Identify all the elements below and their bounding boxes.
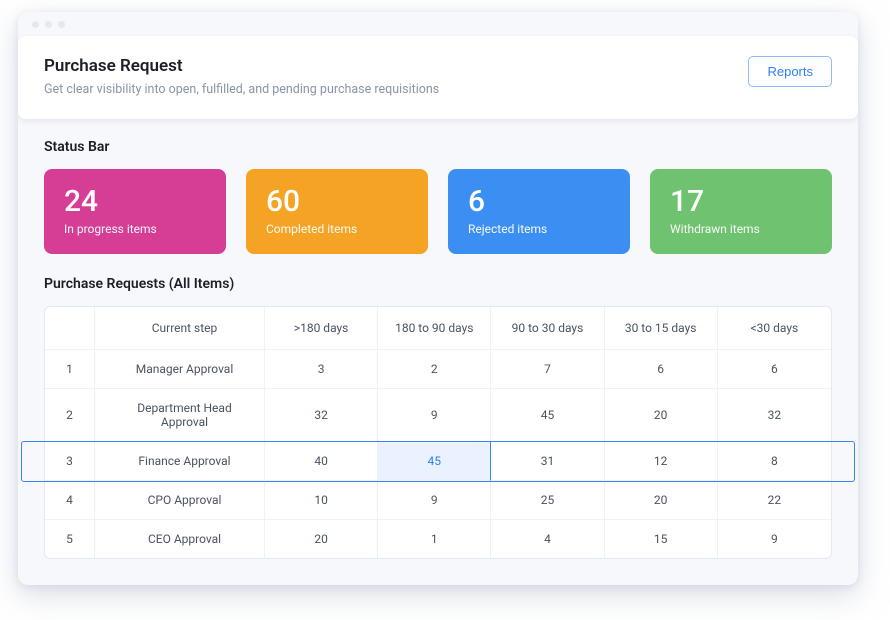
column-header: <30 days [718,307,831,350]
row-value: 4 [491,520,604,558]
status-label: Rejected items [468,222,610,236]
row-value: 12 [605,442,718,481]
row-index: 1 [45,350,95,389]
status-section: Status Bar 24 In progress items 60 Complete… [18,119,858,254]
table-section: Purchase Requests (All Items) Current st… [18,254,858,585]
row-index: 3 [45,442,95,481]
column-header: >180 days [265,307,378,350]
row-value: 31 [491,442,604,481]
status-count: 6 [468,185,610,218]
window-dot [45,21,52,28]
row-step: CPO Approval [95,481,265,520]
row-value: 1 [378,520,491,558]
row-value: 9 [378,481,491,520]
status-label: Withdrawn items [670,222,812,236]
table-heading: Purchase Requests (All Items) [44,276,832,292]
row-value: 45 [378,442,491,481]
row-step: Finance Approval [95,442,265,481]
table-row[interactable]: 5CEO Approval2014159 [45,520,831,558]
purchase-requests-table: Current step>180 days180 to 90 days90 to… [44,306,832,559]
row-step: Department Head Approval [95,389,265,442]
status-card[interactable]: 6 Rejected items [448,169,630,254]
column-header: 30 to 15 days [605,307,718,350]
row-value: 32 [718,389,831,442]
row-value: 40 [265,442,378,481]
row-index: 4 [45,481,95,520]
row-step: CEO Approval [95,520,265,558]
column-header: 180 to 90 days [378,307,491,350]
reports-button[interactable]: Reports [748,56,832,87]
row-value: 25 [491,481,604,520]
window-dot [58,21,65,28]
row-value: 3 [265,350,378,389]
header-text: Purchase Request Get clear visibility in… [44,56,439,97]
row-value: 22 [718,481,831,520]
col-index-header [45,307,95,350]
row-value: 32 [265,389,378,442]
row-index: 2 [45,389,95,442]
row-value: 15 [605,520,718,558]
status-label: In progress items [64,222,206,236]
window-dot [32,21,39,28]
page-title: Purchase Request [44,56,439,76]
status-label: Completed items [266,222,408,236]
row-value: 10 [265,481,378,520]
row-value: 45 [491,389,604,442]
row-value: 20 [605,389,718,442]
row-value: 9 [378,389,491,442]
table-row[interactable]: 1Manager Approval32766 [45,350,831,389]
status-count: 17 [670,185,812,218]
status-count: 24 [64,185,206,218]
row-step: Manager Approval [95,350,265,389]
table-row[interactable]: 3Finance Approval404531128 [45,442,831,481]
row-index: 5 [45,520,95,558]
page-subtitle: Get clear visibility into open, fulfille… [44,82,439,97]
table-row[interactable]: 2Department Head Approval329452032 [45,389,831,442]
titlebar [18,12,858,36]
app-window: Purchase Request Get clear visibility in… [18,12,858,585]
row-value: 20 [265,520,378,558]
row-value: 9 [718,520,831,558]
row-value: 7 [491,350,604,389]
column-header: Current step [95,307,265,350]
status-card[interactable]: 60 Completed items [246,169,428,254]
row-value: 20 [605,481,718,520]
status-card[interactable]: 24 In progress items [44,169,226,254]
row-value: 6 [718,350,831,389]
header-card: Purchase Request Get clear visibility in… [18,36,858,119]
status-heading: Status Bar [44,139,832,155]
table-row[interactable]: 4CPO Approval109252022 [45,481,831,520]
status-count: 60 [266,185,408,218]
row-value: 8 [718,442,831,481]
row-value: 2 [378,350,491,389]
status-card[interactable]: 17 Withdrawn items [650,169,832,254]
status-cards: 24 In progress items 60 Completed items 6 Rej… [44,169,832,254]
column-header: 90 to 30 days [491,307,604,350]
row-value: 6 [605,350,718,389]
